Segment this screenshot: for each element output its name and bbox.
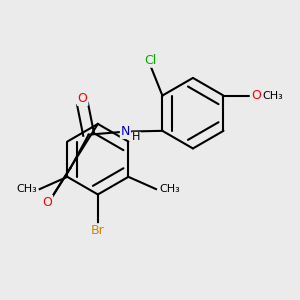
Text: O: O [78, 92, 88, 105]
Text: Br: Br [91, 224, 105, 237]
Text: H: H [132, 132, 141, 142]
Text: O: O [42, 196, 52, 208]
Text: N: N [121, 125, 130, 138]
Text: O: O [251, 89, 261, 102]
Text: CH₃: CH₃ [263, 91, 284, 100]
Text: CH₃: CH₃ [16, 184, 37, 194]
Text: CH₃: CH₃ [159, 184, 180, 194]
Text: Cl: Cl [144, 54, 156, 67]
